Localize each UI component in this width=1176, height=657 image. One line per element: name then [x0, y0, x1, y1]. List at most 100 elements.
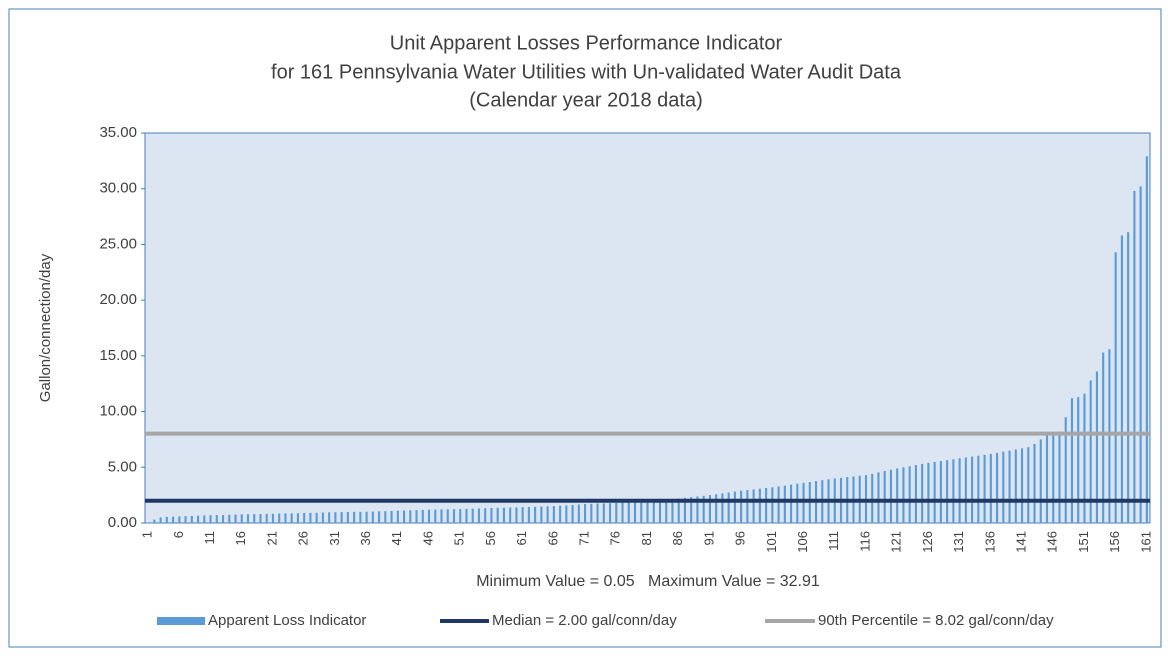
- x-tick-label: 126: [920, 531, 935, 553]
- bar: [434, 509, 437, 523]
- bar: [1014, 449, 1017, 523]
- bar: [577, 504, 580, 523]
- bar: [459, 509, 462, 523]
- bar: [378, 511, 381, 523]
- bar: [989, 453, 992, 523]
- bar: [758, 488, 761, 523]
- bar: [877, 472, 880, 523]
- bar: [584, 504, 587, 523]
- bar: [465, 508, 468, 523]
- x-tick-label: 26: [296, 531, 311, 545]
- bar: [409, 510, 412, 523]
- y-axis-label: Gallon/connection/day: [37, 253, 54, 402]
- bar: [696, 496, 699, 523]
- bar: [1145, 156, 1148, 523]
- bar: [752, 489, 755, 523]
- bar: [633, 501, 637, 523]
- bar: [559, 505, 562, 523]
- bar: [440, 509, 443, 523]
- bar: [365, 511, 368, 523]
- bar: [153, 519, 156, 523]
- x-tick-label: 56: [483, 531, 498, 545]
- bar: [359, 511, 362, 523]
- bar: [390, 510, 393, 523]
- y-tick-label: 15.00: [99, 347, 137, 364]
- bar: [796, 483, 799, 523]
- bar: [596, 503, 599, 523]
- bar: [740, 490, 743, 523]
- bar: [565, 505, 568, 523]
- bar: [733, 491, 736, 523]
- bar: [665, 499, 668, 523]
- bar: [1045, 433, 1049, 523]
- x-tick-label: 11: [202, 531, 217, 545]
- legend-swatch: [157, 617, 205, 625]
- x-tick-label: 31: [327, 531, 342, 545]
- bar: [147, 522, 150, 523]
- bar: [977, 455, 980, 523]
- x-tick-label: 96: [733, 531, 748, 545]
- bar: [165, 516, 168, 523]
- bar: [184, 516, 187, 523]
- bar: [427, 509, 431, 523]
- y-tick-label: 35.00: [99, 124, 137, 141]
- bar: [446, 509, 449, 523]
- bar: [914, 465, 917, 523]
- x-tick-label: 146: [1045, 531, 1060, 553]
- x-tick-label: 66: [545, 531, 560, 545]
- bar: [340, 512, 343, 523]
- x-tick-label: 21: [264, 531, 279, 545]
- x-tick-label: 81: [639, 531, 654, 545]
- x-tick-label: 71: [577, 531, 592, 545]
- bar: [540, 506, 543, 523]
- y-tick-label: 30.00: [99, 180, 137, 197]
- annotation: Minimum Value = 0.05 Maximum Value = 32.…: [476, 573, 820, 590]
- bar: [1064, 417, 1067, 523]
- chart-title: for 161 Pennsylvania Water Utilities wit…: [271, 61, 902, 83]
- bar: [402, 510, 406, 523]
- bar: [259, 513, 262, 523]
- x-tick-label: 1: [140, 531, 155, 538]
- bar: [933, 461, 936, 523]
- bar: [1077, 397, 1080, 523]
- bar: [702, 495, 705, 523]
- x-tick-label: 111: [826, 531, 841, 551]
- bar: [602, 503, 605, 523]
- bar: [771, 487, 774, 523]
- bar: [521, 507, 524, 523]
- bar: [690, 497, 693, 523]
- bar: [490, 507, 493, 523]
- bar: [746, 490, 749, 523]
- bar: [384, 511, 387, 523]
- bar: [1102, 352, 1105, 523]
- bar: [939, 461, 942, 523]
- bar: [715, 494, 718, 523]
- bar: [727, 492, 730, 523]
- bar: [477, 508, 481, 523]
- x-tick-label: 106: [795, 531, 810, 553]
- bar: [983, 454, 986, 523]
- bar: [902, 467, 905, 523]
- bar: [246, 514, 250, 523]
- bar: [790, 484, 793, 523]
- bar: [421, 509, 424, 523]
- legend-label: Median = 2.00 gal/conn/day: [492, 612, 677, 629]
- bar: [1033, 443, 1036, 523]
- bar: [1108, 349, 1111, 523]
- x-tick-label: 16: [233, 531, 248, 545]
- bar: [190, 515, 193, 523]
- bar: [1089, 380, 1092, 523]
- bar: [515, 507, 518, 523]
- bar: [353, 511, 356, 523]
- bar: [265, 513, 268, 523]
- bar: [1095, 371, 1099, 523]
- bar: [946, 460, 949, 523]
- x-tick-label: 36: [358, 531, 373, 545]
- bar: [621, 502, 624, 523]
- bar: [671, 498, 674, 523]
- bar: [1052, 433, 1055, 523]
- bar: [871, 473, 874, 523]
- bar: [240, 514, 243, 523]
- bar: [652, 500, 655, 523]
- bar: [284, 513, 287, 523]
